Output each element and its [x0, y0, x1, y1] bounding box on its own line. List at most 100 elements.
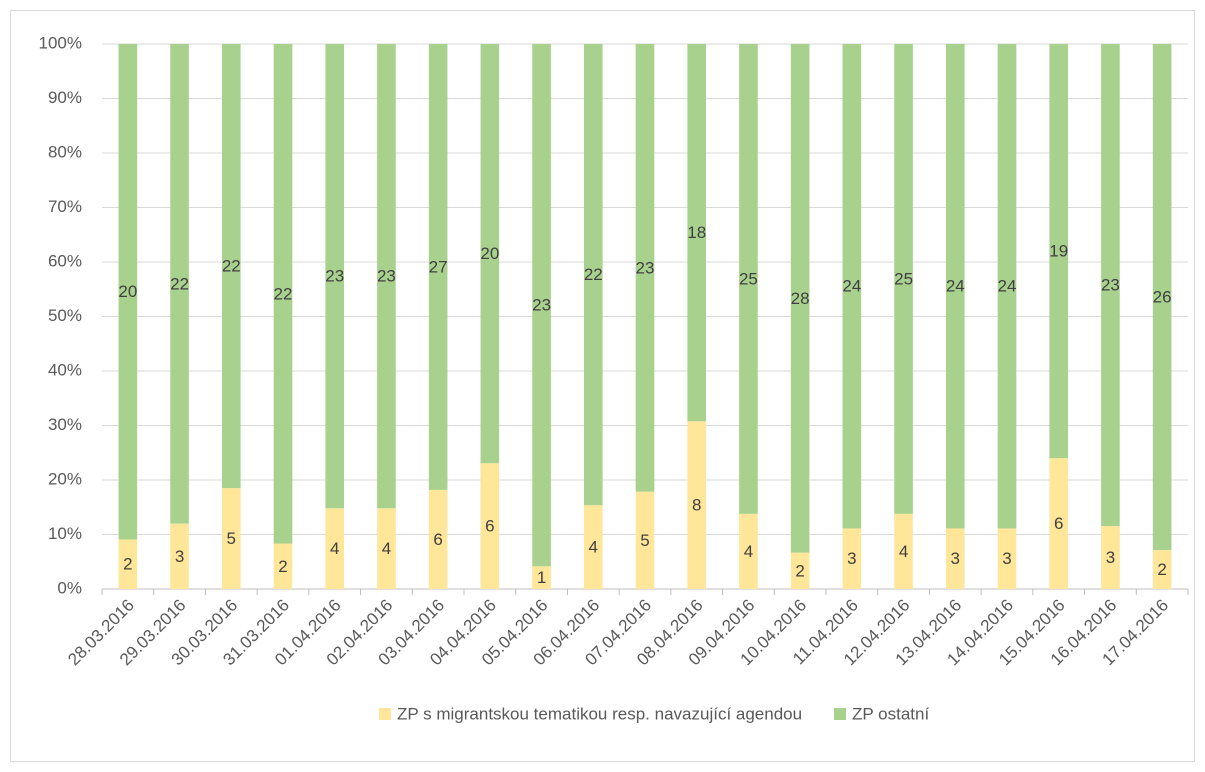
data-label: 4 [899, 542, 908, 561]
bar-segment [325, 44, 345, 509]
bar-segment [221, 488, 241, 589]
bar-segment [1101, 44, 1120, 527]
data-label: 24 [998, 277, 1017, 296]
data-label: 2 [1157, 560, 1166, 579]
bar-segment [894, 44, 913, 514]
y-tick-label: 20% [48, 469, 82, 488]
bar-segment [1152, 44, 1172, 551]
data-label: 26 [1153, 288, 1172, 307]
data-label: 22 [274, 284, 293, 303]
data-label: 4 [330, 539, 339, 558]
bar-segment [842, 528, 862, 589]
y-tick-label: 40% [48, 360, 82, 379]
data-label: 23 [532, 296, 551, 315]
data-label: 6 [1054, 514, 1063, 533]
bar-segment [428, 489, 448, 589]
data-label: 22 [222, 257, 241, 276]
data-label: 23 [636, 258, 655, 277]
data-label: 3 [951, 549, 960, 568]
bar-segment [377, 44, 396, 509]
data-label: 18 [687, 223, 706, 242]
bar-segment [221, 44, 241, 489]
legend-label: ZP ostatní [852, 704, 929, 723]
data-label: 22 [584, 265, 603, 284]
data-label: 6 [433, 530, 442, 549]
y-tick-label: 80% [48, 142, 82, 161]
bar-segment [1049, 44, 1069, 459]
y-tick-label: 60% [48, 251, 82, 270]
data-label: 5 [227, 529, 236, 548]
y-tick-label: 100% [39, 33, 82, 52]
bar-segment [1101, 526, 1120, 589]
data-label: 25 [894, 269, 913, 288]
data-label: 6 [485, 517, 494, 536]
bar-segment [583, 505, 603, 589]
legend-label: ZP s migrantskou tematikou resp. navazuj… [397, 704, 802, 723]
bar-segment [790, 552, 810, 589]
bar-segment [583, 44, 603, 506]
bar-segment [945, 44, 965, 529]
bar-segment [480, 44, 500, 464]
data-label: 4 [744, 542, 753, 561]
data-label: 5 [640, 531, 649, 550]
bar-segment [170, 44, 189, 524]
y-tick-label: 30% [48, 415, 82, 434]
bar-segment [118, 539, 138, 589]
bar-segment [739, 513, 758, 589]
bar-segment [635, 491, 655, 589]
bar-segment [1049, 458, 1069, 589]
data-label: 27 [429, 257, 448, 276]
bar-segment [945, 528, 965, 589]
bar-segment [532, 566, 551, 589]
bar-segment [1152, 550, 1172, 589]
data-label: 25 [739, 269, 758, 288]
data-label: 3 [1106, 548, 1115, 567]
bar-segment [325, 508, 345, 589]
bar-segment [997, 44, 1017, 529]
bar-segment [790, 44, 810, 553]
data-label: 4 [589, 538, 598, 557]
legend-swatch [379, 708, 391, 720]
data-label: 20 [480, 244, 499, 263]
data-label: 2 [123, 555, 132, 574]
legend-swatch [834, 708, 846, 720]
y-tick-label: 10% [48, 524, 82, 543]
data-label: 23 [377, 267, 396, 286]
data-label: 3 [1002, 549, 1011, 568]
bar-segment [739, 44, 758, 514]
data-label: 22 [170, 274, 189, 293]
data-label: 23 [1101, 276, 1120, 295]
data-label: 24 [946, 277, 965, 296]
bar-segment [273, 543, 293, 589]
data-label: 19 [1049, 242, 1068, 261]
bar-segment [687, 421, 707, 589]
y-tick-label: 70% [48, 197, 82, 216]
data-label: 23 [325, 267, 344, 286]
bar-segment [687, 44, 707, 422]
bar-segment [842, 44, 862, 529]
bar-segment [997, 528, 1017, 589]
bar-segment [635, 44, 655, 492]
bar-segment [480, 463, 500, 589]
data-label: 3 [847, 549, 856, 568]
bar-segment [170, 523, 189, 589]
data-label: 2 [278, 557, 287, 576]
y-tick-label: 90% [48, 88, 82, 107]
data-label: 3 [175, 547, 184, 566]
data-label: 20 [118, 282, 137, 301]
bar-segment [532, 44, 551, 567]
data-label: 1 [537, 568, 546, 587]
bar-segment [377, 508, 396, 589]
bar-segment [118, 44, 138, 540]
bar-segment [894, 513, 913, 589]
y-tick-label: 0% [57, 578, 82, 597]
data-label: 28 [791, 289, 810, 308]
data-label: 2 [795, 561, 804, 580]
data-label: 4 [382, 539, 391, 558]
bar-segment [273, 44, 293, 544]
data-label: 8 [692, 496, 701, 515]
data-label: 24 [842, 277, 861, 296]
y-tick-label: 50% [48, 306, 82, 325]
bar-segment [428, 44, 448, 490]
